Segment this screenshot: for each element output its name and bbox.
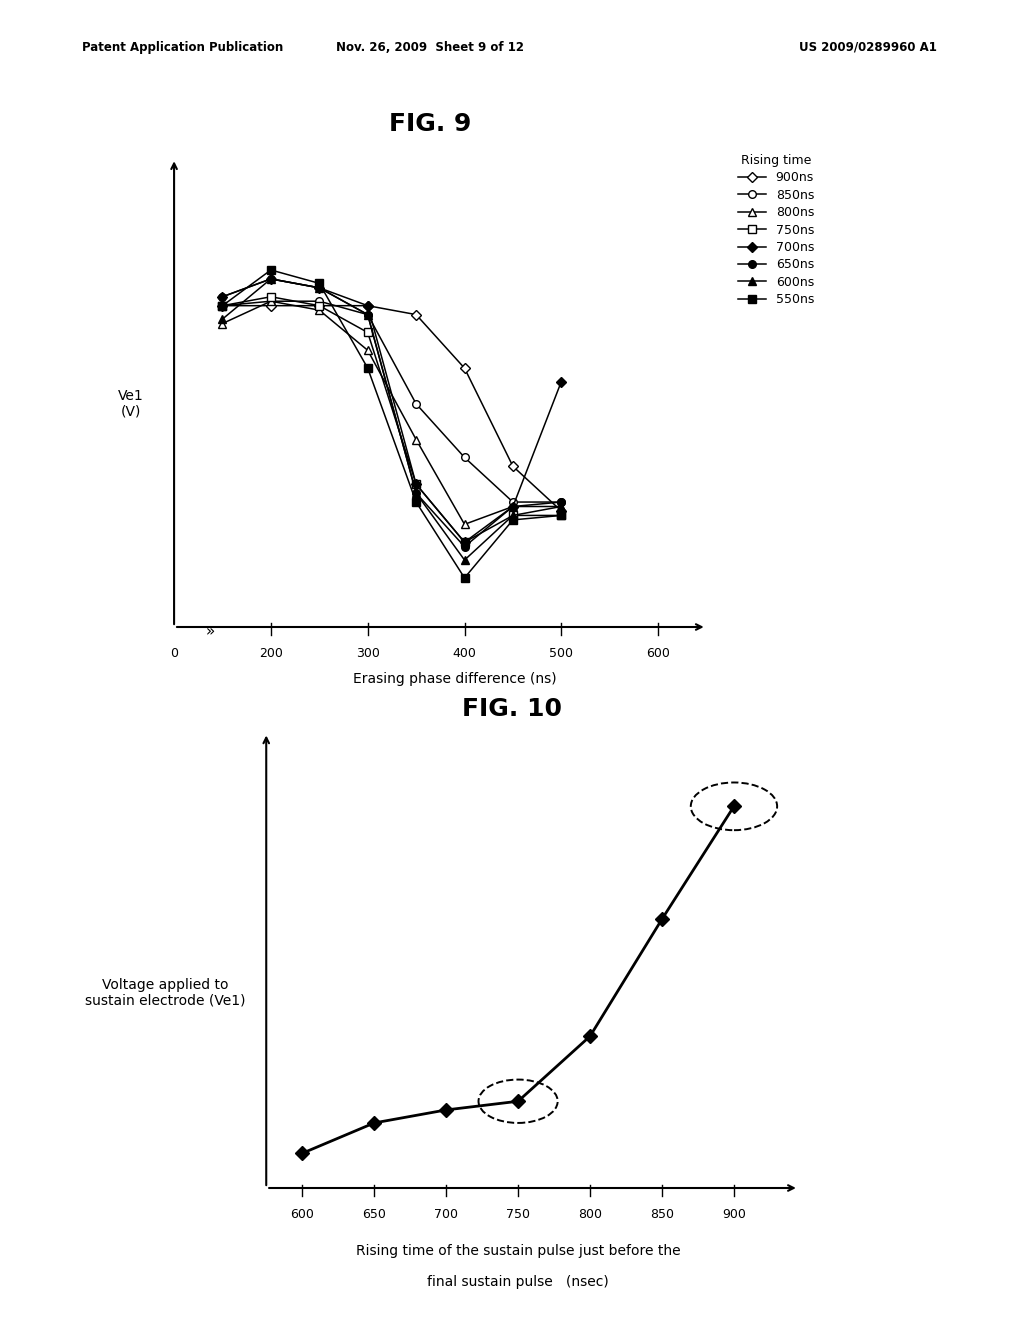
Line: 800ns: 800ns [219, 297, 565, 528]
900ns [361, 298, 374, 314]
750ns [361, 325, 374, 341]
550ns [361, 360, 374, 376]
Line: 700ns: 700ns [219, 275, 565, 546]
Line: 650ns: 650ns [219, 275, 565, 550]
750ns [265, 289, 278, 305]
550ns [555, 507, 567, 523]
900ns [459, 360, 471, 376]
750ns [313, 298, 326, 314]
Text: 650: 650 [362, 1208, 386, 1221]
550ns [265, 263, 278, 279]
800ns [410, 432, 422, 447]
600ns [410, 486, 422, 502]
Text: 400: 400 [453, 647, 476, 660]
Text: 300: 300 [355, 647, 380, 660]
900ns [555, 503, 567, 519]
900ns [507, 458, 519, 474]
650ns [265, 271, 278, 286]
550ns [410, 494, 422, 510]
700ns [555, 374, 567, 389]
600ns [361, 306, 374, 322]
900ns [410, 306, 422, 322]
Line: 750ns: 750ns [219, 293, 565, 546]
Text: 900: 900 [722, 1208, 745, 1221]
800ns [265, 293, 278, 309]
650ns [216, 289, 228, 305]
800ns [507, 499, 519, 515]
750ns [216, 298, 228, 314]
600ns [555, 499, 567, 515]
Text: 750: 750 [506, 1208, 530, 1221]
Text: Voltage applied to
sustain electrode (Ve1): Voltage applied to sustain electrode (Ve… [85, 978, 246, 1008]
700ns [459, 535, 471, 550]
Text: 0: 0 [170, 647, 178, 660]
750ns [555, 507, 567, 523]
Legend: 900ns, 850ns, 800ns, 750ns, 700ns, 650ns, 600ns, 550ns: 900ns, 850ns, 800ns, 750ns, 700ns, 650ns… [733, 149, 819, 312]
900ns [216, 298, 228, 314]
800ns [459, 516, 471, 532]
600ns [313, 280, 326, 296]
Text: FIG. 10: FIG. 10 [462, 697, 562, 721]
600ns [507, 507, 519, 523]
700ns [313, 280, 326, 296]
Text: 600: 600 [290, 1208, 314, 1221]
Text: 850: 850 [650, 1208, 674, 1221]
800ns [313, 302, 326, 318]
Line: 600ns: 600ns [219, 275, 565, 564]
900ns [313, 298, 326, 314]
Text: Nov. 26, 2009  Sheet 9 of 12: Nov. 26, 2009 Sheet 9 of 12 [336, 41, 524, 54]
650ns [313, 280, 326, 296]
700ns [361, 298, 374, 314]
550ns [216, 298, 228, 314]
Text: FIG. 9: FIG. 9 [389, 112, 471, 136]
900ns [265, 298, 278, 314]
Text: 600: 600 [646, 647, 670, 660]
800ns [555, 499, 567, 515]
700ns [507, 499, 519, 515]
850ns [507, 494, 519, 510]
650ns [459, 539, 471, 554]
Text: Rising time of the sustain pulse just before the: Rising time of the sustain pulse just be… [355, 1245, 680, 1258]
550ns [507, 512, 519, 528]
750ns [459, 535, 471, 550]
750ns [410, 477, 422, 492]
850ns [216, 298, 228, 314]
Text: Erasing phase difference (ns): Erasing phase difference (ns) [353, 672, 557, 685]
Line: 850ns: 850ns [219, 297, 565, 506]
800ns [216, 315, 228, 331]
750ns [507, 507, 519, 523]
Text: 200: 200 [259, 647, 283, 660]
850ns [313, 293, 326, 309]
700ns [216, 289, 228, 305]
600ns [216, 312, 228, 327]
800ns [361, 342, 374, 358]
850ns [555, 494, 567, 510]
850ns [265, 293, 278, 309]
650ns [361, 306, 374, 322]
Line: 550ns: 550ns [219, 267, 565, 582]
550ns [459, 570, 471, 586]
600ns [459, 552, 471, 568]
Text: US 2009/0289960 A1: US 2009/0289960 A1 [799, 41, 937, 54]
Text: final sustain pulse   (nsec): final sustain pulse (nsec) [427, 1275, 609, 1288]
850ns [410, 396, 422, 412]
650ns [507, 499, 519, 515]
850ns [361, 306, 374, 322]
850ns [459, 450, 471, 466]
650ns [555, 494, 567, 510]
Text: Ve1
(V): Ve1 (V) [118, 389, 143, 418]
Text: Patent Application Publication: Patent Application Publication [82, 41, 284, 54]
Text: 500: 500 [549, 647, 573, 660]
600ns [265, 271, 278, 286]
Text: 800: 800 [578, 1208, 602, 1221]
700ns [265, 271, 278, 286]
700ns [410, 477, 422, 492]
Text: »: » [205, 624, 214, 639]
650ns [410, 486, 422, 502]
Line: 900ns: 900ns [219, 302, 565, 515]
Text: 700: 700 [434, 1208, 458, 1221]
550ns [313, 276, 326, 292]
